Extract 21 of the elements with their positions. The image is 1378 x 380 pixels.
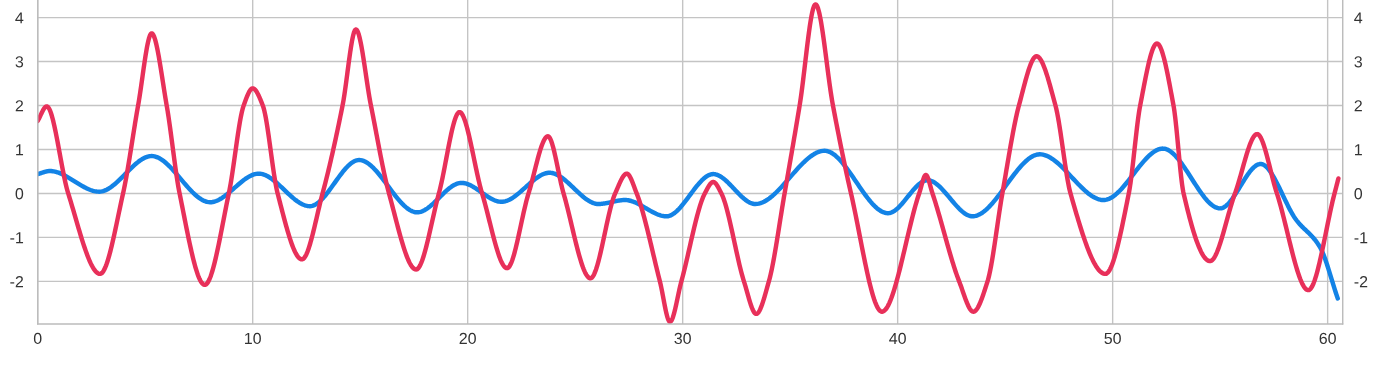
x-tick-label: 40 (889, 332, 906, 345)
y2-tick-label: -1 (1354, 232, 1368, 244)
x-tick-label: 0 (33, 332, 42, 345)
y2-tick-label: 0 (1354, 188, 1363, 200)
y2-tick-label: 4 (1354, 12, 1363, 24)
x-tick-label: 20 (459, 332, 476, 345)
y2-tick-label: 1 (1355, 144, 1362, 156)
y2-tick-label: 2 (1354, 100, 1362, 112)
y-tick-label: 1 (16, 144, 24, 156)
x-tick-label: 30 (674, 332, 691, 345)
y2-tick-label: 3 (1354, 56, 1362, 68)
x-tick-label: 50 (1104, 332, 1121, 345)
y-tick-label: -2 (10, 275, 24, 288)
x-tick-label: 60 (1319, 332, 1336, 345)
y-tick-label: 2 (15, 100, 24, 112)
x-tick-label: 10 (245, 332, 261, 345)
y-tick-label: 0 (15, 188, 24, 200)
y2-tick-label: -2 (1354, 275, 1368, 288)
y-tick-label: 4 (15, 12, 24, 24)
y-tick-label: -1 (10, 232, 24, 244)
y-tick-label: 3 (15, 56, 24, 68)
